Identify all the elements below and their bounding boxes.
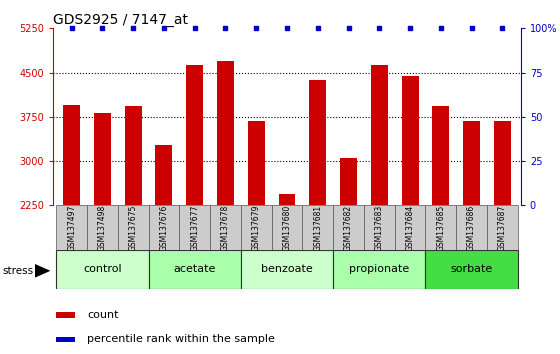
Text: percentile rank within the sample: percentile rank within the sample (87, 335, 275, 344)
Text: GSM137686: GSM137686 (467, 204, 476, 251)
Bar (63, 105, 80, 205)
Text: GSM137684: GSM137684 (405, 204, 414, 251)
Point (344, 25, 353, 31)
Point (436, 25, 445, 31)
Bar (371, 65, 388, 205)
FancyBboxPatch shape (426, 205, 456, 250)
Text: propionate: propionate (349, 264, 409, 274)
Point (467, 25, 476, 31)
Point (67, 25, 76, 31)
FancyBboxPatch shape (56, 205, 87, 250)
Point (129, 25, 138, 31)
Text: GSM137498: GSM137498 (98, 204, 107, 251)
FancyBboxPatch shape (87, 205, 118, 250)
FancyBboxPatch shape (148, 250, 241, 289)
Bar (278, 194, 296, 205)
Bar (402, 75, 418, 205)
Bar (186, 65, 203, 205)
Point (160, 25, 169, 31)
FancyBboxPatch shape (241, 205, 272, 250)
Text: GSM137683: GSM137683 (375, 204, 384, 251)
Bar (56, 337, 74, 342)
Text: benzoate: benzoate (261, 264, 313, 274)
Bar (248, 121, 265, 205)
Polygon shape (35, 264, 50, 278)
Text: GSM137685: GSM137685 (436, 204, 445, 251)
Text: GSM137676: GSM137676 (160, 204, 169, 251)
Point (252, 25, 261, 31)
Text: GSM137682: GSM137682 (344, 204, 353, 251)
FancyBboxPatch shape (210, 205, 241, 250)
Text: GSM137680: GSM137680 (282, 204, 292, 251)
FancyBboxPatch shape (241, 250, 333, 289)
Text: GSM137677: GSM137677 (190, 204, 199, 251)
Bar (309, 80, 326, 205)
Bar (340, 158, 357, 205)
Text: GSM137681: GSM137681 (313, 204, 322, 251)
Point (405, 25, 414, 31)
Text: GSM137497: GSM137497 (67, 204, 76, 251)
FancyBboxPatch shape (148, 205, 179, 250)
Text: GSM137687: GSM137687 (498, 204, 507, 251)
Point (498, 25, 507, 31)
Point (190, 25, 199, 31)
Text: sorbate: sorbate (450, 264, 493, 274)
Text: count: count (87, 310, 119, 320)
Text: GSM137675: GSM137675 (129, 204, 138, 251)
Bar (94, 113, 111, 205)
FancyBboxPatch shape (56, 250, 148, 289)
Point (98, 25, 107, 31)
Bar (217, 61, 234, 205)
FancyBboxPatch shape (364, 205, 395, 250)
Point (221, 25, 230, 31)
Text: GSM137678: GSM137678 (221, 204, 230, 251)
Bar (494, 121, 511, 205)
FancyBboxPatch shape (118, 205, 148, 250)
Text: GDS2925 / 7147_at: GDS2925 / 7147_at (53, 13, 188, 27)
Text: GSM137679: GSM137679 (252, 204, 261, 251)
Text: control: control (83, 264, 122, 274)
FancyBboxPatch shape (272, 205, 302, 250)
FancyBboxPatch shape (333, 205, 364, 250)
Point (313, 25, 322, 31)
Point (375, 25, 384, 31)
Text: acetate: acetate (174, 264, 216, 274)
FancyBboxPatch shape (395, 205, 426, 250)
FancyBboxPatch shape (487, 205, 518, 250)
FancyBboxPatch shape (179, 205, 210, 250)
Bar (56, 312, 74, 318)
Bar (156, 144, 172, 205)
FancyBboxPatch shape (426, 250, 518, 289)
FancyBboxPatch shape (302, 205, 333, 250)
Point (282, 25, 291, 31)
Bar (125, 106, 142, 205)
FancyBboxPatch shape (456, 205, 487, 250)
Text: stress: stress (3, 266, 34, 276)
Bar (432, 105, 449, 205)
Bar (463, 121, 480, 205)
FancyBboxPatch shape (333, 250, 426, 289)
